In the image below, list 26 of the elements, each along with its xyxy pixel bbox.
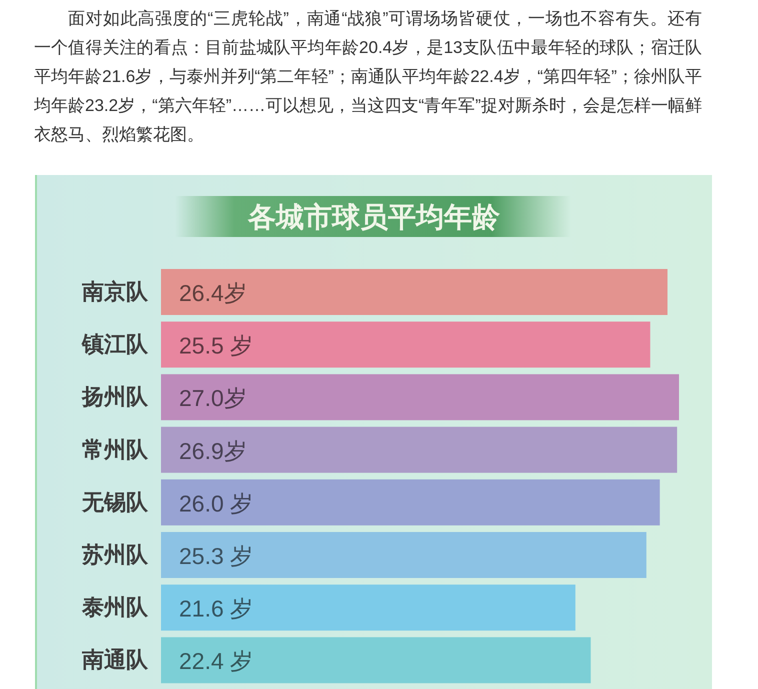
data-label: 22.4 岁 (179, 648, 254, 674)
data-label: 26.9岁 (179, 438, 247, 464)
data-label: 25.3 岁 (179, 543, 254, 569)
bar (161, 584, 576, 631)
bar (161, 322, 650, 368)
y-tick-label: 苏州队 (81, 542, 149, 568)
y-tick-label: 南京队 (81, 279, 149, 305)
data-label: 27.0岁 (179, 385, 247, 412)
chart-title: 各城市球员平均年龄 (247, 200, 501, 234)
y-tick-label: 镇江队 (81, 332, 149, 358)
y-tick-label: 无锡队 (81, 489, 149, 516)
data-label: 25.5 岁 (179, 332, 254, 359)
y-tick-label: 泰州队 (81, 594, 149, 621)
y-tick-label: 常州队 (82, 436, 149, 463)
data-label: 21.6 岁 (179, 596, 254, 622)
bar (161, 426, 678, 473)
y-tick-label: 南通队 (81, 647, 149, 674)
data-label: 26.0 岁 (179, 490, 254, 516)
y-tick-label: 扬州队 (81, 384, 149, 410)
text: 面对如此高强度的“三虎轮战”，南通“战狼”可谓场场皆硬仗，一场也不容有失。还有一个值得关注的看点：目前盐城队平均年龄20.4岁，是13支队伍中最年轻的球队；宿迁队平均年龄21.6岁，与泰州并列“第二年轻”；南通队平均年龄22.4岁，“第四年轻”；徐州队平均年龄23.2岁，“第六年轻”……可以想见，当这四支“青年军”捉对厮杀时，会是怎样一幅鲜衣怒马、烈焰繁花图。 (34, 8, 702, 146)
data-label: 26.4岁 (179, 280, 247, 306)
bar (161, 637, 591, 684)
bar (161, 374, 679, 420)
bar (161, 532, 646, 578)
bar (161, 479, 660, 526)
bar (161, 269, 668, 315)
